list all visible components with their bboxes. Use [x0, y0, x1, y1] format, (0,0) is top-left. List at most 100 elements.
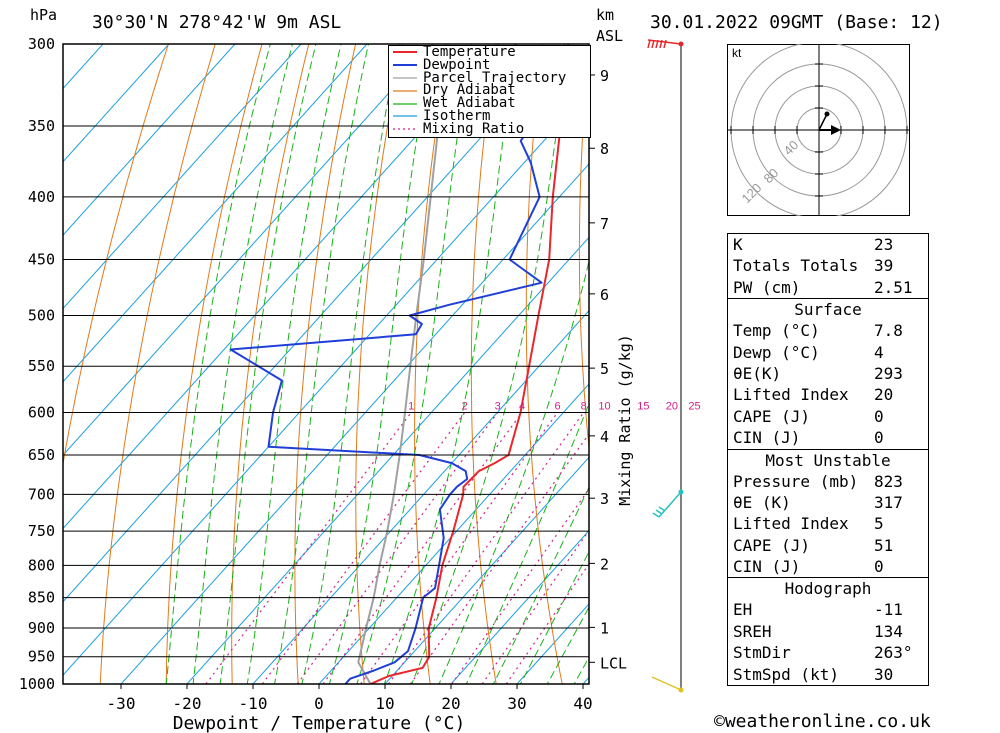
dry-adiabat-line [960, 7, 1000, 710]
mixing-ratio-label: 10 [598, 400, 610, 412]
index-row: CAPE (J) 0 [728, 406, 928, 427]
dry-adiabat-line [631, 7, 702, 710]
index-row: Dewp (°C) 4 [728, 342, 928, 363]
height-asl-label: ASL [596, 27, 624, 45]
pressure-tick-label: 950 [28, 648, 55, 666]
index-value: 823 [874, 471, 903, 491]
legend-label: Isotherm [423, 107, 491, 124]
index-row: Lifted Index 20 [728, 384, 928, 405]
hodograph-point [824, 111, 830, 117]
height-tick-label: LCL [600, 654, 627, 672]
index-row: θE(K) 293 [728, 363, 928, 384]
pressure-tick-label: 450 [28, 251, 55, 269]
index-label: CIN (J) [733, 428, 801, 448]
x-tick-label: 30 [507, 694, 526, 713]
index-label: StmDir [733, 643, 791, 663]
pressure-unit-label: hPa [30, 6, 58, 24]
index-label: Lifted Index [733, 385, 849, 405]
hodograph: kt 40 80 120 [727, 44, 910, 216]
wet-adiabat-line [438, 259, 589, 684]
isotherm-line [63, 44, 302, 310]
pressure-tick-label: 650 [28, 446, 55, 464]
index-label: θE (K) [733, 492, 791, 512]
legend-swatch [393, 128, 417, 130]
pressure-tick-label: 750 [28, 522, 55, 540]
legend-swatch [393, 51, 417, 54]
pressure-tick-label: 400 [28, 188, 55, 206]
index-label: K [733, 235, 743, 254]
index-label: SREH [733, 621, 772, 641]
index-label: Pressure (mb) [733, 471, 859, 491]
index-label: θE(K) [733, 363, 782, 383]
pressure-tick-label: 900 [28, 619, 55, 637]
legend-item: Dewpoint [389, 58, 590, 72]
wind-barb-feather [659, 39, 663, 49]
pressure-tick-label: 300 [28, 35, 55, 53]
mixing-ratio-line [505, 563, 589, 684]
mixing-ratio-label: 15 [637, 400, 649, 412]
mixing-ratio-label: 20 [666, 400, 678, 412]
index-value: 51 [874, 535, 894, 555]
isotherm-line [120, 163, 589, 684]
height-unit-label: km [596, 6, 615, 24]
legend-swatch [393, 64, 417, 67]
index-value: 30 [874, 664, 894, 684]
wet-adiabat-line [219, 44, 317, 684]
height-tick-label: 2 [600, 555, 609, 573]
index-value: 4 [874, 342, 884, 362]
height-tick-label: 1 [600, 619, 609, 637]
wind-barb-feather [652, 512, 660, 518]
index-row: CAPE (J) 51 [728, 535, 928, 556]
isotherm-line [63, 44, 170, 163]
hodograph-title: Hodograph [784, 579, 872, 599]
wet-adiabat-line [383, 44, 517, 684]
isotherm-line [252, 309, 589, 684]
dry-adiabat-line [525, 44, 563, 684]
plot-frame [62, 43, 590, 685]
index-label: CIN (J) [733, 557, 801, 577]
plot-area [63, 7, 1000, 710]
x-tick-label: -30 [107, 694, 136, 713]
legend-swatch [393, 90, 417, 92]
pressure-tick-label: 600 [28, 403, 55, 421]
chart-legend: Temperature Dewpoint Parcel Trajectory Dry … [388, 45, 591, 138]
wind-barb-feather [655, 509, 663, 515]
dry-adiabat-line [414, 44, 450, 684]
index-row: EH -11 [728, 599, 928, 620]
dry-adiabat-line [355, 44, 403, 684]
wet-adiabat-line [492, 486, 589, 684]
mixing-ratio-label: 1 [408, 400, 414, 412]
index-value: 5 [874, 514, 884, 534]
legend-item: Wet Adiabat [389, 95, 590, 112]
legend-item: Isotherm [389, 107, 590, 124]
x-tick-label: 20 [441, 694, 460, 713]
index-label: CAPE (J) [733, 535, 811, 555]
legend-item: Parcel Trajectory [389, 71, 590, 84]
mixing-ratio-line [451, 488, 589, 684]
index-value: 317 [874, 492, 903, 512]
mixing-ratio-label: 3 [495, 400, 501, 412]
x-tick-label: 40 [573, 694, 592, 713]
index-row: θE (K) 317 [728, 492, 928, 513]
index-value: 134 [874, 621, 903, 641]
wet-adiabat-line [519, 550, 589, 684]
legend-swatch [393, 102, 417, 105]
dewpoint-profile [229, 44, 563, 684]
dry-adiabat-line [294, 44, 357, 684]
index-value: 293 [874, 363, 903, 383]
index-row: Totals Totals 39 [728, 255, 928, 276]
isotherm-line [186, 236, 589, 684]
isotherm-line [63, 44, 500, 530]
pressure-tick-label: 850 [28, 589, 55, 607]
isotherm-line [318, 383, 589, 684]
legend-label: Mixing Ratio [423, 120, 525, 137]
mixing-ratio-line [322, 412, 523, 684]
dry-adiabat-line [578, 44, 589, 453]
surface-title: Surface [794, 300, 862, 320]
legend-label: Wet Adiabat [423, 95, 516, 112]
index-row: PW (cm) 2.51 [728, 277, 928, 298]
index-value: 2.51 [874, 277, 913, 297]
index-label: Totals Totals [733, 256, 859, 276]
pressure-tick-label: 550 [28, 357, 55, 375]
wind-barb-feather [647, 39, 651, 49]
